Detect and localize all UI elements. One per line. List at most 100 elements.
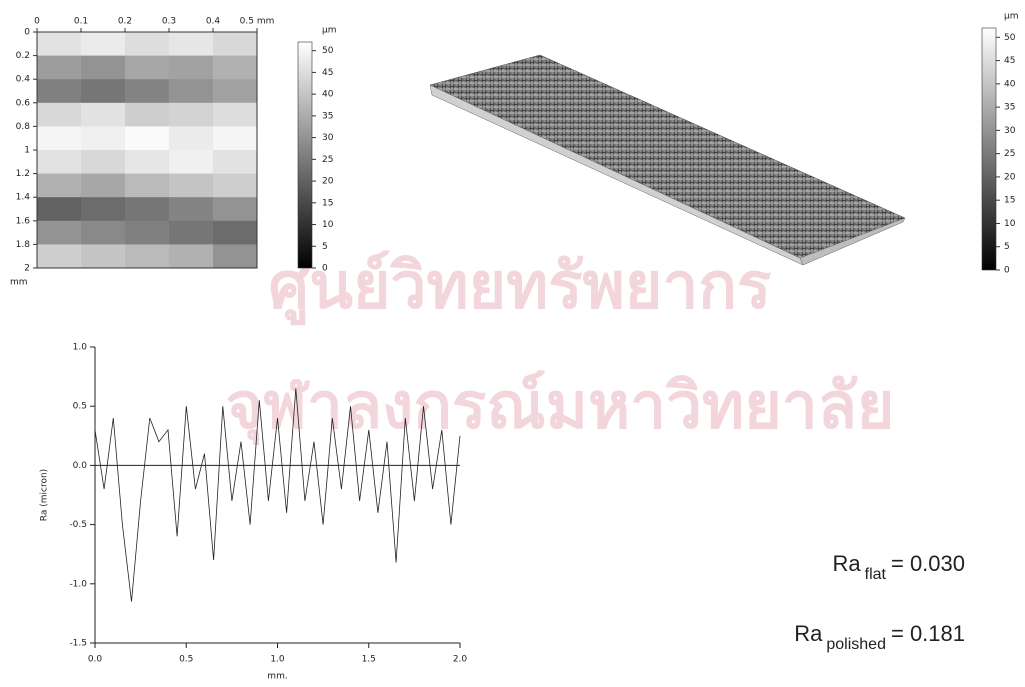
x-tick-label: 0.2: [118, 17, 132, 27]
heat-cell: [213, 197, 258, 222]
annotation-value: = 0.030: [891, 551, 965, 576]
heat-cell: [81, 150, 126, 175]
heat-cell: [125, 173, 170, 198]
surface-side: [799, 217, 906, 266]
annotation-sub: polished: [826, 636, 886, 653]
colorbar-tick-label: 40: [1004, 79, 1016, 89]
y-tick-label: -1.5: [69, 639, 87, 649]
x-tick-label: 0.1: [74, 17, 88, 27]
heat-cell: [169, 197, 214, 222]
colorbar-tick-label: 10: [1004, 219, 1016, 229]
heat-cell: [213, 79, 258, 104]
colorbar-tick-label: 30: [1004, 126, 1016, 136]
heat-cell: [125, 102, 170, 127]
y-axis-label: Ra (micron): [40, 469, 50, 521]
heat-cell: [213, 150, 258, 175]
heat-cell: [125, 220, 170, 245]
heat-cell: [213, 55, 258, 80]
heat-cell: [125, 150, 170, 175]
heat-cell: [213, 126, 258, 151]
heat-cell: [37, 244, 82, 269]
surface-top: [429, 54, 906, 259]
heat-cell: [37, 197, 82, 222]
colorbar-tick-label: 25: [1004, 149, 1015, 159]
heat-cell: [37, 79, 82, 104]
y-axis-unit: mm: [10, 278, 28, 288]
heat-cell: [169, 102, 214, 127]
annotation: Ra flat = 0.030: [833, 551, 965, 583]
y-tick-label: 0: [24, 28, 30, 38]
heat-cell: [125, 32, 170, 57]
x-tick-label: 0.5 mm: [240, 17, 275, 27]
heat-cell: [125, 55, 170, 80]
y-tick-label: 2: [24, 264, 30, 274]
x-tick-label: 0.4: [206, 17, 221, 27]
y-tick-label: 0.0: [73, 461, 88, 471]
heat-cell: [169, 32, 214, 57]
y-tick-label: 0.8: [16, 122, 31, 132]
heat-cell: [37, 150, 82, 175]
heat-cell: [81, 55, 126, 80]
colorbar-tick-label: 35: [1004, 103, 1015, 113]
colorbar-tick-label: 20: [322, 177, 334, 187]
colorbar-tick-label: 0: [1004, 266, 1010, 276]
heat-cell: [81, 102, 126, 127]
heat-cell: [169, 173, 214, 198]
colorbar-tick-label: 25: [322, 155, 333, 165]
colorbar: [981, 27, 997, 271]
heat-cell: [81, 244, 126, 269]
y-tick-label: 0.4: [16, 75, 31, 85]
annotation-base: Ra: [794, 621, 823, 646]
heat-cell: [213, 173, 258, 198]
heat-cell: [81, 220, 126, 245]
colorbar-tick-label: 50: [1004, 33, 1016, 43]
heat-cell: [37, 126, 82, 151]
heat-cell: [37, 173, 82, 198]
heat-cell: [81, 173, 126, 198]
y-tick-label: 1.8: [16, 240, 31, 250]
x-tick-label: 0.3: [162, 17, 176, 27]
colorbar-tick-label: 40: [322, 90, 334, 100]
y-tick-label: 1.0: [73, 343, 88, 353]
heat-cell: [81, 197, 126, 222]
heat-cell: [37, 102, 82, 127]
colorbar: [297, 41, 313, 269]
heat-cell: [37, 220, 82, 245]
y-tick-label: 1.4: [16, 193, 31, 203]
y-tick-label: 0.6: [16, 98, 31, 108]
heat-cell: [213, 220, 258, 245]
x-tick-label: 0: [34, 17, 40, 27]
heat-cell: [213, 244, 258, 269]
heat-cell: [169, 150, 214, 175]
colorbar-tick-label: 35: [322, 111, 333, 121]
profile-line: [94, 388, 461, 602]
heat-cell: [81, 79, 126, 104]
colorbar-tick-label: 50: [322, 46, 334, 56]
colorbar-unit: µm: [322, 26, 337, 36]
heat-cell: [169, 79, 214, 104]
annotation: Ra polished = 0.181: [794, 621, 965, 653]
watermark: ศูนย์วิทยทรัพยากร: [269, 250, 772, 326]
x-tick-label: 2.0: [453, 655, 468, 665]
colorbar-tick-label: 30: [322, 133, 334, 143]
colorbar-tick-label: 5: [1004, 242, 1010, 252]
annotation-base: Ra: [833, 551, 862, 576]
y-tick-label: -1.0: [69, 579, 87, 589]
heat-cell: [169, 220, 214, 245]
heat-cell: [37, 55, 82, 80]
annotation-value: = 0.181: [891, 621, 965, 646]
heat-cell: [169, 244, 214, 269]
y-tick-label: -0.5: [69, 520, 87, 530]
heat-cell: [213, 32, 258, 57]
colorbar-tick-label: 15: [1004, 196, 1015, 206]
heat-cell: [125, 244, 170, 269]
x-tick-label: 1.5: [362, 655, 376, 665]
heat-cell: [169, 126, 214, 151]
y-tick-label: 0.5: [73, 402, 87, 412]
y-tick-label: 0.2: [16, 51, 30, 61]
colorbar-tick-label: 5: [322, 242, 328, 252]
colorbar-tick-label: 15: [322, 198, 333, 208]
